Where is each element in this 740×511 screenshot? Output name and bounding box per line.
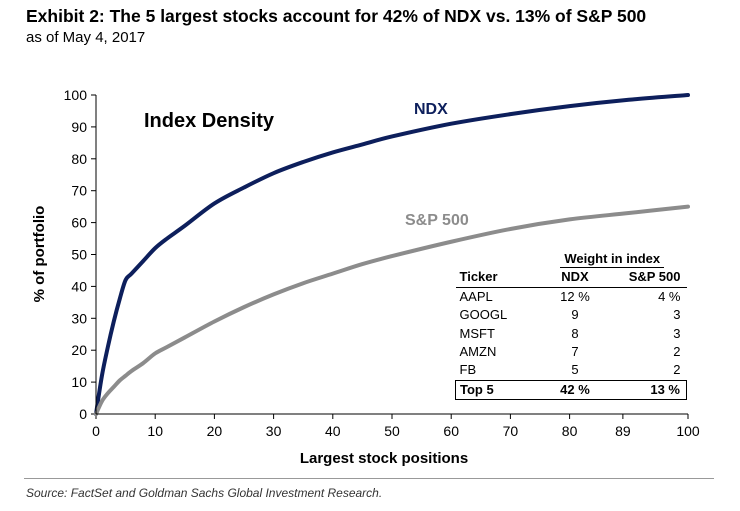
table-header-row: Ticker NDX S&P 500 — [455, 268, 687, 288]
cell-sp500: 2 — [673, 362, 681, 378]
table-row: AAPL 12 % 4 % — [456, 287, 687, 306]
y-tick-label: 50 — [71, 247, 87, 263]
column-header-ndx: NDX — [538, 268, 612, 288]
cell-ndx: 8 — [571, 325, 579, 341]
page-title: Exhibit 2: The 5 largest stocks account … — [26, 6, 647, 26]
cell-ticker: MSFT — [459, 325, 495, 341]
y-tick-label: 0 — [79, 406, 87, 422]
plot-lines — [94, 93, 690, 416]
cell-ndx: 42 % — [538, 379, 612, 401]
table-row: MSFT 8 3 — [456, 325, 687, 343]
column-header-ticker: Ticker — [455, 268, 538, 288]
y-tick-label: 30 — [71, 310, 87, 326]
y-tick-label: 10 — [71, 374, 87, 390]
cell-ticker: FB — [459, 362, 477, 378]
y-tick-label: 90 — [71, 119, 87, 135]
y-tick-label: 20 — [71, 342, 87, 358]
x-tick-label: 10 — [147, 423, 163, 439]
x-tick-label: 40 — [325, 423, 341, 439]
cell-sp500: 2 — [673, 344, 681, 360]
y-tick-label: 70 — [71, 183, 87, 199]
cell-ticker: GOOGL — [459, 307, 508, 323]
page-subtitle: as of May 4, 2017 — [26, 29, 146, 46]
x-tick-label: 30 — [266, 423, 282, 439]
table-row: GOOGL 9 3 — [456, 306, 687, 324]
x-tick-label: 89 — [615, 423, 631, 439]
y-ticks: 0 10 20 30 40 50 60 70 80 90 100 — [64, 87, 96, 422]
x-tick-label: 80 — [562, 423, 578, 439]
cell-sp500: 3 — [673, 325, 681, 341]
footer-divider — [24, 478, 714, 479]
column-header-sp500: S&P 500 — [612, 268, 687, 288]
x-axis-title: Largest stock positions — [300, 450, 468, 467]
cell-sp500: 3 — [673, 307, 681, 323]
y-tick-label: 100 — [64, 87, 88, 103]
cell-ndx: 9 — [571, 307, 579, 323]
y-tick-label: 80 — [71, 151, 87, 167]
series-line-sp500 — [94, 204, 690, 416]
cell-ndx: 5 — [571, 362, 579, 378]
cell-sp500: 4 % — [658, 288, 681, 304]
cell-ndx: 7 — [571, 344, 579, 360]
y-axis-title: % of portfolio — [31, 206, 48, 303]
weight-group-header: Weight in index — [560, 251, 665, 268]
cell-ticker: Top 5 — [455, 379, 538, 401]
x-tick-label: 60 — [443, 423, 459, 439]
y-tick-label: 60 — [71, 215, 87, 231]
cell-ticker: AAPL — [459, 288, 493, 304]
x-tick-label: 100 — [676, 423, 700, 439]
weight-table: Weight in index Ticker NDX S&P 500 AAPL … — [455, 250, 687, 401]
cell-ndx: 12 % — [560, 288, 590, 304]
series-label-ndx: NDX — [414, 101, 448, 118]
table-row: AMZN 7 2 — [456, 343, 687, 361]
table-row: FB 5 2 — [456, 361, 687, 380]
x-ticks: 0 10 20 30 40 50 60 70 80 89 100 — [92, 414, 700, 439]
y-tick-label: 40 — [71, 278, 87, 294]
x-tick-label: 50 — [384, 423, 400, 439]
source-note: Source: FactSet and Goldman Sachs Global… — [26, 486, 383, 500]
cell-ticker: AMZN — [459, 344, 497, 360]
x-tick-label: 0 — [92, 423, 100, 439]
cell-sp500: 13 % — [612, 379, 687, 401]
chart-title: Index Density — [144, 110, 275, 132]
x-tick-label: 20 — [207, 423, 223, 439]
series-line-ndx — [94, 93, 690, 416]
series-label-sp500: S&P 500 — [405, 212, 469, 229]
table-total-row: Top 5 42 % 13 % — [455, 379, 687, 401]
x-tick-label: 70 — [503, 423, 519, 439]
